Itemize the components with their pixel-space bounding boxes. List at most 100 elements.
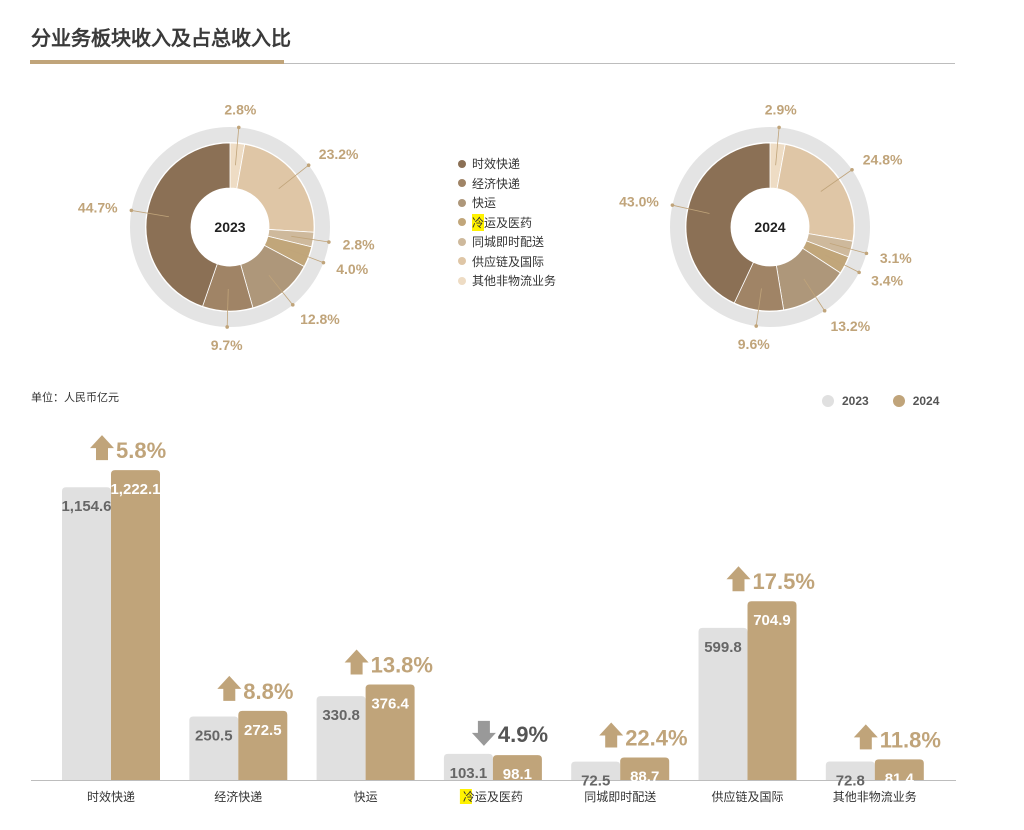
leader-line bbox=[672, 204, 710, 214]
bar-2023 bbox=[571, 761, 621, 780]
arrow-up-icon bbox=[90, 435, 114, 461]
legend-label: 2024 bbox=[912, 394, 940, 408]
percent-label: 43.0% bbox=[619, 193, 659, 209]
bar-2024 bbox=[620, 757, 670, 780]
growth-label: 22.4% bbox=[625, 726, 687, 751]
donut-hole bbox=[191, 188, 269, 266]
leader-dot bbox=[327, 240, 331, 244]
legend-dot bbox=[458, 198, 466, 207]
percent-label: 24.8% bbox=[863, 151, 903, 167]
bar-value-2023: 330.8 bbox=[322, 707, 360, 724]
leader-dot bbox=[850, 167, 854, 172]
legend-dot bbox=[892, 395, 905, 407]
bar-group: 103.1 98.1 4.9% 冷运及医药 bbox=[443, 720, 548, 804]
leader-dot bbox=[857, 270, 861, 275]
highlight-mark bbox=[459, 789, 472, 804]
leader-dot bbox=[864, 251, 869, 256]
category-label: 其他非物流业务 bbox=[833, 789, 917, 804]
legend-dot bbox=[822, 395, 834, 407]
percent-label: 3.4% bbox=[871, 273, 903, 289]
leader-line bbox=[278, 164, 309, 190]
legend-item: 冷运及医药 bbox=[458, 213, 556, 233]
leader-dot bbox=[236, 125, 241, 130]
percent-label: 44.7% bbox=[78, 199, 118, 215]
legend-item: 其他非物流业务 bbox=[458, 271, 556, 291]
bar-value-2024: 88.7 bbox=[630, 769, 659, 786]
arrow-up-icon bbox=[217, 675, 242, 701]
bar-value-2023: 72.8 bbox=[836, 773, 865, 790]
bar-value-2024: 98.1 bbox=[503, 766, 532, 783]
arrow-down-icon bbox=[471, 720, 496, 746]
bar-group: 1,154.61,222.1 5.8% 时效快递 bbox=[61, 435, 166, 804]
legend-label: 运及医药 bbox=[484, 215, 533, 230]
category-label: 供应链及国际 bbox=[711, 789, 783, 804]
bar-value-2024: 1,222.1 bbox=[110, 481, 160, 498]
leader-dot bbox=[306, 163, 311, 168]
legend-item: 供应链及国际 bbox=[458, 252, 556, 272]
bar-value-2024: 704.9 bbox=[753, 612, 791, 629]
leader-dot bbox=[321, 260, 326, 265]
legend-label: 时效快递 bbox=[472, 157, 521, 172]
arrow-up-icon bbox=[853, 724, 878, 750]
leader-dot bbox=[225, 325, 229, 329]
legend-dot bbox=[458, 257, 466, 266]
leader-line bbox=[268, 275, 294, 306]
bar-2023 bbox=[825, 761, 875, 780]
percent-label: 4.0% bbox=[336, 261, 368, 277]
bar-value-2024: 81.4 bbox=[885, 770, 915, 787]
bar-value-2023: 250.5 bbox=[195, 727, 233, 744]
percent-label: 13.2% bbox=[830, 318, 870, 334]
growth-label: 11.8% bbox=[880, 727, 941, 752]
legend-label: 供应链及国际 bbox=[472, 254, 545, 269]
growth-label: 4.9% bbox=[498, 722, 548, 747]
bar-group: 250.5 272.5 8.8% 经济快递 bbox=[189, 675, 293, 804]
bar-legend-item: 2024 bbox=[892, 394, 940, 408]
growth-label: 13.8% bbox=[371, 653, 433, 678]
arrow-up-icon bbox=[599, 722, 624, 748]
bar-2024 bbox=[492, 755, 542, 780]
leader-line bbox=[291, 235, 329, 243]
leader-dot bbox=[777, 125, 781, 130]
bar-2023 bbox=[443, 753, 493, 780]
arrow-up-icon bbox=[726, 566, 751, 592]
leader-line bbox=[803, 278, 825, 311]
bar-value-2024: 272.5 bbox=[244, 722, 282, 739]
percent-label: 9.6% bbox=[738, 336, 770, 352]
leader-line bbox=[825, 254, 860, 273]
leader-line bbox=[287, 248, 324, 264]
leader-line bbox=[226, 288, 229, 327]
bar-group: 72.5 88.7 22.4% 同城即时配送 bbox=[571, 722, 688, 804]
category-label-rest: 运及医药 bbox=[475, 790, 523, 804]
donut-2023: 2.8% 23.2% 2.8% 4.0% 12.8% 9.7% 44.7% 2023 bbox=[78, 101, 375, 352]
donut-charts: 2.8%23.2%2.8%4.0%12.8%9.7%44.7%20232.9%2… bbox=[78, 101, 912, 352]
legend-dot bbox=[458, 218, 466, 227]
leader-line bbox=[820, 169, 853, 192]
leader-dot bbox=[290, 303, 295, 307]
bar-group: 599.8 704.9 17.5% 供应链及国际 bbox=[698, 566, 815, 804]
leader-line bbox=[131, 210, 169, 218]
percent-label: 2.9% bbox=[765, 101, 797, 117]
header-divider bbox=[30, 63, 955, 64]
bar-2024 bbox=[365, 684, 415, 780]
legend-label: 快运 bbox=[472, 196, 497, 211]
bar-2023 bbox=[62, 487, 111, 780]
legend-item: 时效快递 bbox=[458, 154, 556, 174]
bar-value-2023: 599.8 bbox=[704, 639, 742, 656]
category-label: 经济快递 bbox=[214, 789, 262, 804]
leader-line bbox=[755, 288, 762, 327]
category-label: 同城即时配送 bbox=[584, 789, 656, 804]
donut-year-label: 2023 bbox=[214, 219, 245, 235]
leader-dot bbox=[822, 308, 827, 313]
bar-2023 bbox=[316, 696, 366, 780]
leader-dot bbox=[670, 203, 675, 207]
unit-label: 单位：人民币亿元 bbox=[31, 392, 119, 404]
donut-year-label: 2024 bbox=[754, 219, 785, 235]
bar-group: 72.8 81.4 11.8% 其他非物流业务 bbox=[825, 724, 941, 804]
growth-label: 17.5% bbox=[753, 569, 815, 594]
legend-dot bbox=[458, 237, 466, 246]
bar-2024 bbox=[111, 470, 160, 780]
percent-label: 23.2% bbox=[319, 146, 359, 162]
arrow-up-icon bbox=[344, 649, 369, 675]
leader-line bbox=[829, 242, 867, 254]
leader-line bbox=[775, 127, 780, 166]
